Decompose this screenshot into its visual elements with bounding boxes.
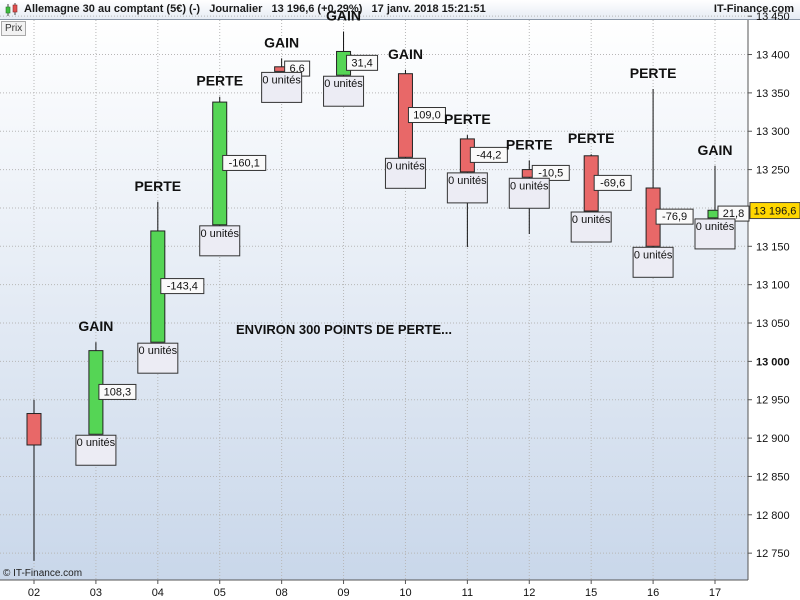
change-box [655, 208, 694, 225]
units-label: 0 unités [696, 221, 735, 233]
x-axis: 02 03 04 05 08 09 10 11 12 15 16 17 [28, 580, 721, 599]
chart-annotation: ENVIRON 300 POINTS DE PERTE... [236, 322, 452, 337]
candle-16[interactable] [645, 89, 661, 248]
change-label: -10,5 [538, 167, 563, 179]
units-label: 0 unités [634, 249, 673, 261]
change-box [98, 383, 137, 400]
brand-label: IT-Finance.com [713, 3, 794, 15]
x-tick-label: 02 [28, 587, 40, 599]
y-tick-label: 12 800 [756, 510, 790, 522]
trade-result-label: PERTE [568, 130, 615, 146]
x-tick-label: 03 [90, 587, 102, 599]
y-tick-label: 12 900 [756, 433, 790, 445]
change-label: -143,4 [167, 281, 198, 293]
trade-result-label: GAIN [78, 318, 113, 334]
units-label: 0 unités [510, 180, 549, 192]
candlestick-icon [5, 3, 18, 16]
y-tick-label: 13 400 [756, 50, 790, 62]
y-tick-label: 12 950 [756, 395, 790, 407]
y-axis: 12 750 12 800 12 850 12 900 12 950 13 000 13 0… [748, 11, 790, 560]
change-label: 109,0 [413, 110, 441, 122]
position-box [199, 225, 241, 257]
change-box [160, 278, 205, 295]
units-label: 0 unités [200, 228, 239, 240]
position-box [446, 172, 488, 204]
position-box [570, 211, 612, 243]
trade-result-label: GAIN [326, 8, 361, 24]
position-box [323, 75, 365, 107]
position-box [261, 71, 303, 103]
y-tick-label: 13 100 [756, 280, 790, 292]
annotations: GAIN 108,3 0 unités PERTE -143,4 0 unités PERT… [75, 8, 750, 466]
title-bar: Allemagne 30 au comptant (5€) (-) Journa… [0, 0, 800, 20]
x-tick-label: 05 [214, 587, 226, 599]
trade-result-label: PERTE [630, 65, 677, 81]
position-box [384, 157, 426, 189]
change-box [346, 54, 379, 71]
trade-result-label: PERTE [506, 136, 553, 152]
position-box [137, 342, 179, 374]
y-tick-label: 13 150 [756, 241, 790, 253]
panel-label: Prix [1, 21, 27, 36]
change-label: -69,6 [600, 177, 625, 189]
change-box [593, 174, 632, 191]
units-label: 0 unités [77, 437, 116, 449]
trade-result-label: GAIN [264, 34, 299, 50]
candles [26, 31, 723, 561]
y-tick-label: 13 000 [756, 356, 790, 368]
candle-body [26, 413, 42, 446]
position-box [508, 177, 550, 209]
units-label: 0 unités [448, 175, 487, 187]
change-box [222, 154, 267, 171]
change-label: -76,9 [662, 211, 687, 223]
position-box [632, 246, 674, 278]
y-tick-label: 12 750 [756, 548, 790, 560]
position-box [75, 434, 117, 466]
x-tick-label: 10 [399, 587, 411, 599]
plot-area [0, 20, 748, 580]
change-box [531, 164, 570, 181]
change-label: 31,4 [351, 57, 372, 69]
trade-result-label: PERTE [196, 73, 243, 89]
candle-04[interactable] [150, 201, 166, 343]
x-tick-label: 12 [523, 587, 535, 599]
trade-result-label: GAIN [388, 46, 423, 62]
current-price-marker[interactable]: 13 196,6 [749, 202, 800, 220]
y-tick-label: 13 300 [756, 126, 790, 138]
y-tick-label: 13 350 [756, 88, 790, 100]
x-tick-label: 11 [462, 587, 473, 599]
x-tick-label: 15 [585, 587, 597, 599]
chart-title: Allemagne 30 au comptant (5€) (-) Journa… [24, 3, 486, 15]
x-tick-label: 08 [276, 587, 288, 599]
candle-02[interactable] [26, 399, 42, 561]
current-price-label: 13 196,6 [754, 206, 797, 218]
change-label: 21,8 [723, 208, 744, 220]
current-price-box [749, 202, 800, 220]
units-label: 0 unités [324, 78, 363, 90]
y-tick-label: 13 050 [756, 318, 790, 330]
position-box [694, 218, 736, 250]
x-tick-label: 16 [647, 587, 659, 599]
change-label: 108,3 [104, 386, 132, 398]
y-tick-label: 13 450 [756, 11, 790, 23]
trade-result-label: PERTE [444, 111, 491, 127]
copyright-label: © IT-Finance.com [3, 568, 83, 579]
x-tick-label: 04 [152, 587, 164, 599]
units-label: 0 unités [262, 74, 301, 86]
units-label: 0 unités [139, 345, 178, 357]
change-box [469, 146, 508, 163]
trade-result-label: GAIN [698, 142, 733, 158]
change-label: -160,1 [229, 157, 260, 169]
x-tick-label: 09 [337, 587, 349, 599]
units-label: 0 unités [572, 214, 611, 226]
y-tick-label: 12 850 [756, 471, 790, 483]
change-box [407, 107, 446, 124]
x-tick-label: 17 [709, 587, 721, 599]
change-label: -44,2 [476, 149, 501, 161]
units-label: 0 unités [386, 160, 425, 172]
trade-result-label: PERTE [134, 178, 181, 194]
y-tick-label: 13 250 [756, 165, 790, 177]
